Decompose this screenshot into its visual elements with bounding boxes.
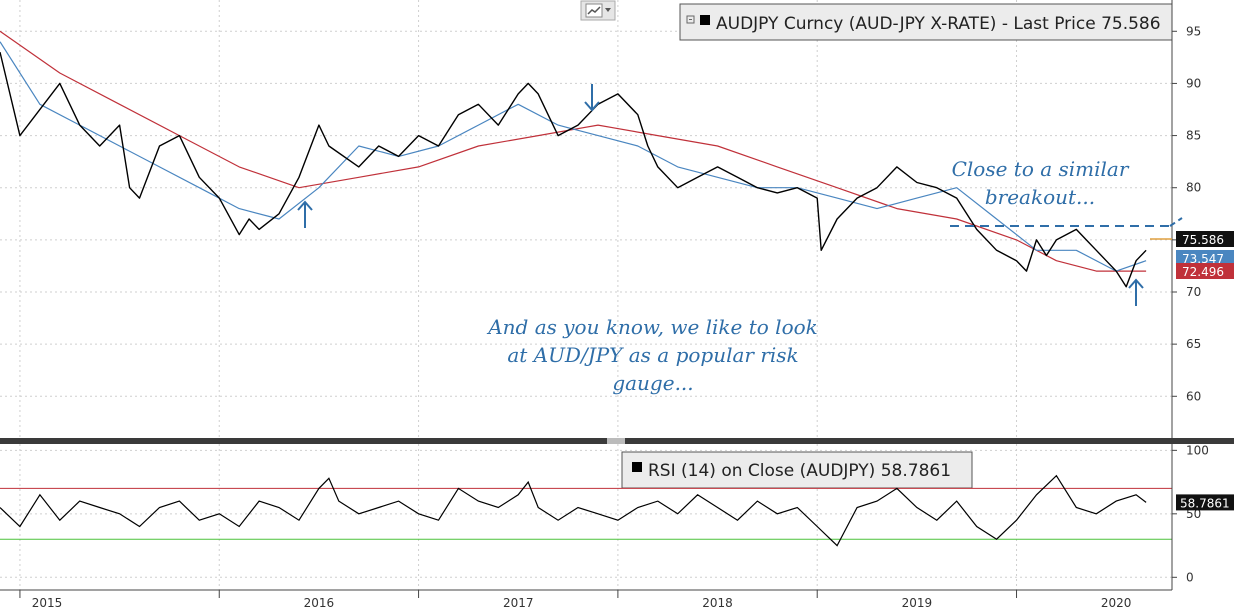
main-y-tick-label: 90 [1186,76,1201,90]
moving-average-fast-line [0,41,1147,272]
price-line [0,51,1147,288]
rsi-series-layer [0,474,1172,547]
main-y-tick-label: 60 [1186,389,1201,403]
rsi-line [0,474,1147,547]
main-chart-title: AUDJPY Curncy (AUD-JPY X-RATE) - Last Pr… [716,14,1161,34]
moving-average-slow-line [0,30,1147,272]
last-value-tag: 73.547 [1182,252,1224,266]
rsi-chart-title: RSI (14) on Close (AUDJPY) 58.7861 [648,461,951,481]
annotation-breakout-line2: breakout... [985,185,1095,209]
rsi-gridlines [0,444,1172,590]
x-tick-label: 2019 [902,596,933,610]
main-y-tick-label: 70 [1186,285,1201,299]
main-y-tick-label: 95 [1186,24,1201,38]
rsi-last-value-tag: 58.7861 [1180,496,1230,510]
arrow-up-icon [297,200,313,228]
last-value-tag: 75.586 [1182,233,1224,247]
main-series-layer [0,30,1147,288]
chart-type-button[interactable] [580,0,616,21]
main-y-tick-label: 85 [1186,129,1201,143]
rsi-y-tick-label: 100 [1186,443,1209,457]
annotation-risk-line1: And as you know, we like to look [486,315,818,339]
annotations: Close to a similar breakout... And as yo… [297,84,1183,395]
x-tick-label: 2018 [702,596,733,610]
main-legend: AUDJPY Curncy (AUD-JPY X-RATE) - Last Pr… [679,3,1173,41]
chevron-down-icon [605,8,611,12]
annotation-breakout-line1: Close to a similar [952,157,1130,181]
last-value-tag: 72.496 [1182,265,1224,279]
x-tick-label: 2015 [32,596,63,610]
arrow-down-icon [584,84,600,112]
main-y-tick-label: 65 [1186,337,1201,351]
legend-collapse-icon[interactable] [686,15,695,24]
main-y-tick-label: 80 [1186,181,1201,195]
legend-swatch-price [700,15,710,25]
last-value-tag-bg [1176,250,1234,266]
last-value-tag-bg [1176,263,1234,279]
x-tick-label: 2020 [1101,596,1132,610]
rsi-legend: RSI (14) on Close (AUDJPY) 58.7861 [621,451,973,489]
last-value-tag-bg [1176,231,1234,247]
rsi-y-tick-label: 0 [1186,570,1194,584]
annotation-risk-line3: gauge... [612,371,693,395]
panel-divider[interactable] [0,438,1234,444]
x-tick-label: 2017 [503,596,534,610]
x-tick-label: 2016 [304,596,335,610]
rsi-last-value-tag-bg [1176,494,1234,511]
annotation-risk-line2: at AUD/JPY as a popular risk [507,343,798,367]
line-chart-icon [585,3,603,18]
arrow-up-icon [1128,278,1144,306]
legend-swatch-rsi [632,462,642,472]
